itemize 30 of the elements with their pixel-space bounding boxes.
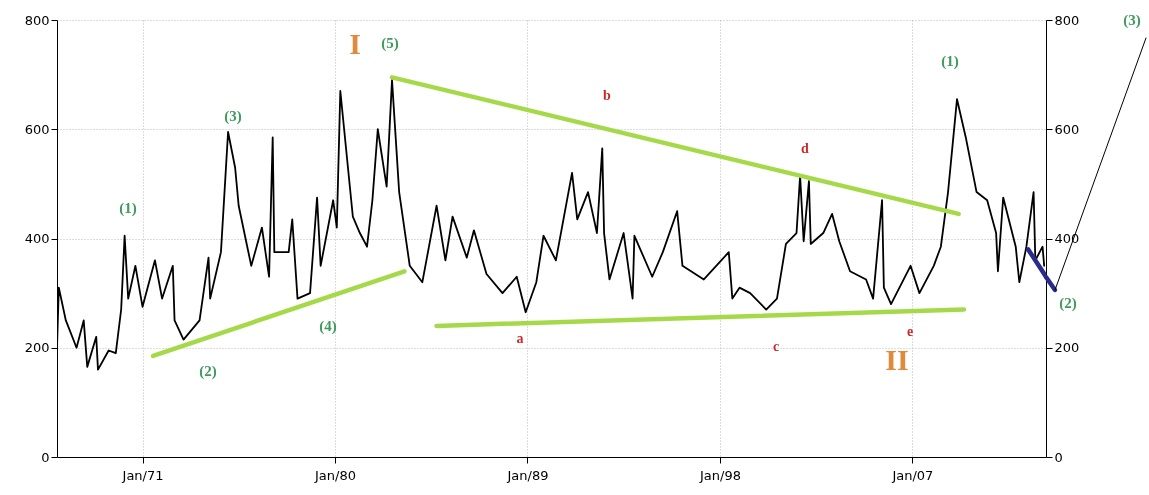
y-tick-label: 200 [24, 340, 50, 356]
annotation: (1) [941, 53, 959, 71]
text: (3) [1123, 12, 1141, 30]
annotation: e [906, 324, 914, 340]
text: (2) [1059, 295, 1077, 313]
y-tick-label: 0 [41, 449, 50, 465]
y2-tick-label: 600 [1054, 121, 1080, 137]
annotation: (1) [119, 200, 137, 218]
y2-tick-label: 200 [1054, 340, 1080, 356]
annotation: II [885, 342, 909, 376]
annotation: I [349, 26, 361, 60]
y-tick-label: 400 [24, 231, 50, 246]
y2-tick-label: 800 [1054, 12, 1080, 28]
annotation: (2) [199, 363, 217, 381]
annotation: b [603, 88, 612, 104]
annotation: (5) [381, 35, 399, 53]
annotation: c [772, 339, 780, 355]
x-tick-label: Jan/89 [506, 467, 549, 483]
y-tick-label: 800 [24, 12, 50, 28]
annotation: a [516, 331, 524, 347]
y2-tick-label: 0 [1054, 449, 1063, 465]
x-tick-label: Jan/98 [698, 467, 741, 483]
y2-tick-label: 400 [1054, 231, 1080, 246]
x-tick-label: Jan/71 [121, 467, 164, 483]
x-tick-label: Jan/07 [891, 467, 934, 483]
annotation: (3) [224, 108, 242, 126]
y-tick-label: 600 [24, 121, 50, 137]
x-tick-label: Jan/80 [314, 467, 356, 483]
annotation: d [801, 141, 810, 157]
annotation: (4) [319, 318, 337, 336]
